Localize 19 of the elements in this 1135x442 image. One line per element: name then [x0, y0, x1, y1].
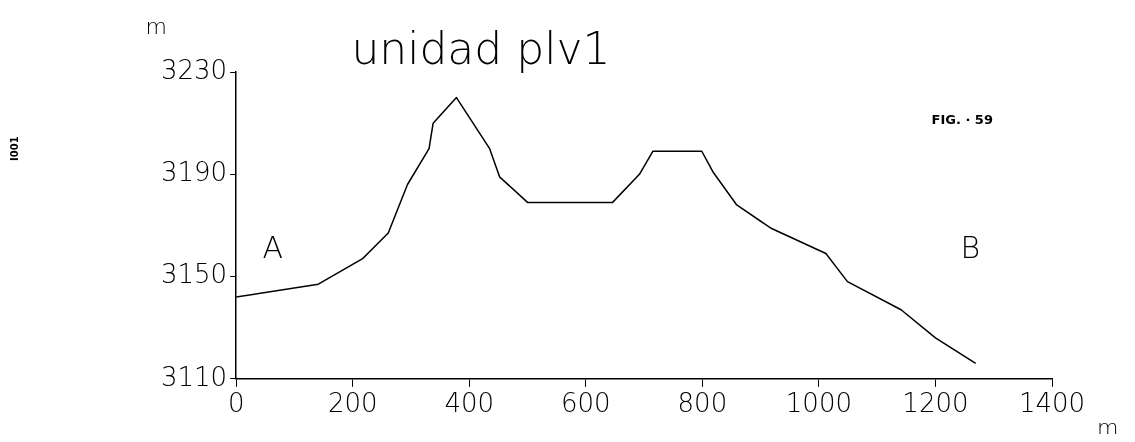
text: I001: [9, 136, 21, 161]
y-tick-label: 3230: [161, 54, 228, 85]
chart-title: unidad plv1: [351, 23, 611, 75]
y-tick-label: 3150: [161, 259, 228, 290]
x-tick-label: 1200: [902, 388, 969, 419]
x-tick-label: 200: [327, 388, 378, 419]
x-tick-label: 1000: [785, 388, 852, 419]
x-tick-label: 0: [227, 388, 245, 419]
x-tick-label: 800: [677, 388, 728, 419]
y-tick-label: 3110: [161, 361, 228, 392]
annotation: A: [262, 229, 284, 265]
x-tick-label: 1400: [1018, 388, 1086, 419]
y-axis-title: m: [145, 13, 167, 39]
x-tick-label: 600: [560, 388, 611, 419]
y-tick-label: 3190: [161, 157, 228, 188]
annotation: FIG. · 59: [931, 112, 993, 128]
annotation: B: [960, 229, 981, 265]
x-tick-label: 400: [444, 388, 495, 419]
x-axis-title: m: [1097, 414, 1119, 440]
